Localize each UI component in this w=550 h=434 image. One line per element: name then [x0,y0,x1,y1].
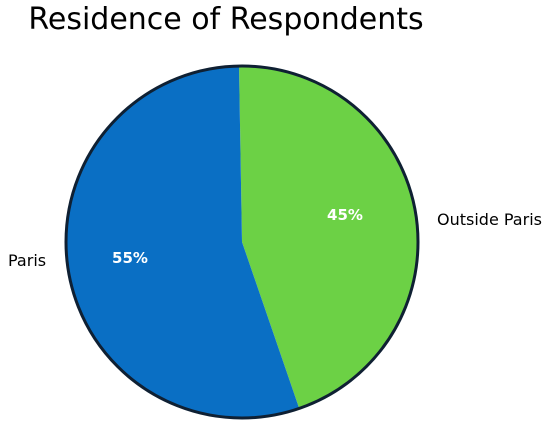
slice-category-label: Paris [8,251,46,270]
pie-slice-outside-paris [239,66,418,409]
slice-value-label: 55% [112,249,148,267]
chart-title: Residence of Respondents [28,2,423,37]
pie-outline [64,64,420,420]
slice-value-label: 45% [327,206,363,224]
pie-labels: 45% Outside Paris 55% Paris [8,206,542,270]
pie-slices [65,66,418,419]
pie-slice-paris [65,66,300,419]
slice-category-label: Outside Paris [437,210,542,229]
